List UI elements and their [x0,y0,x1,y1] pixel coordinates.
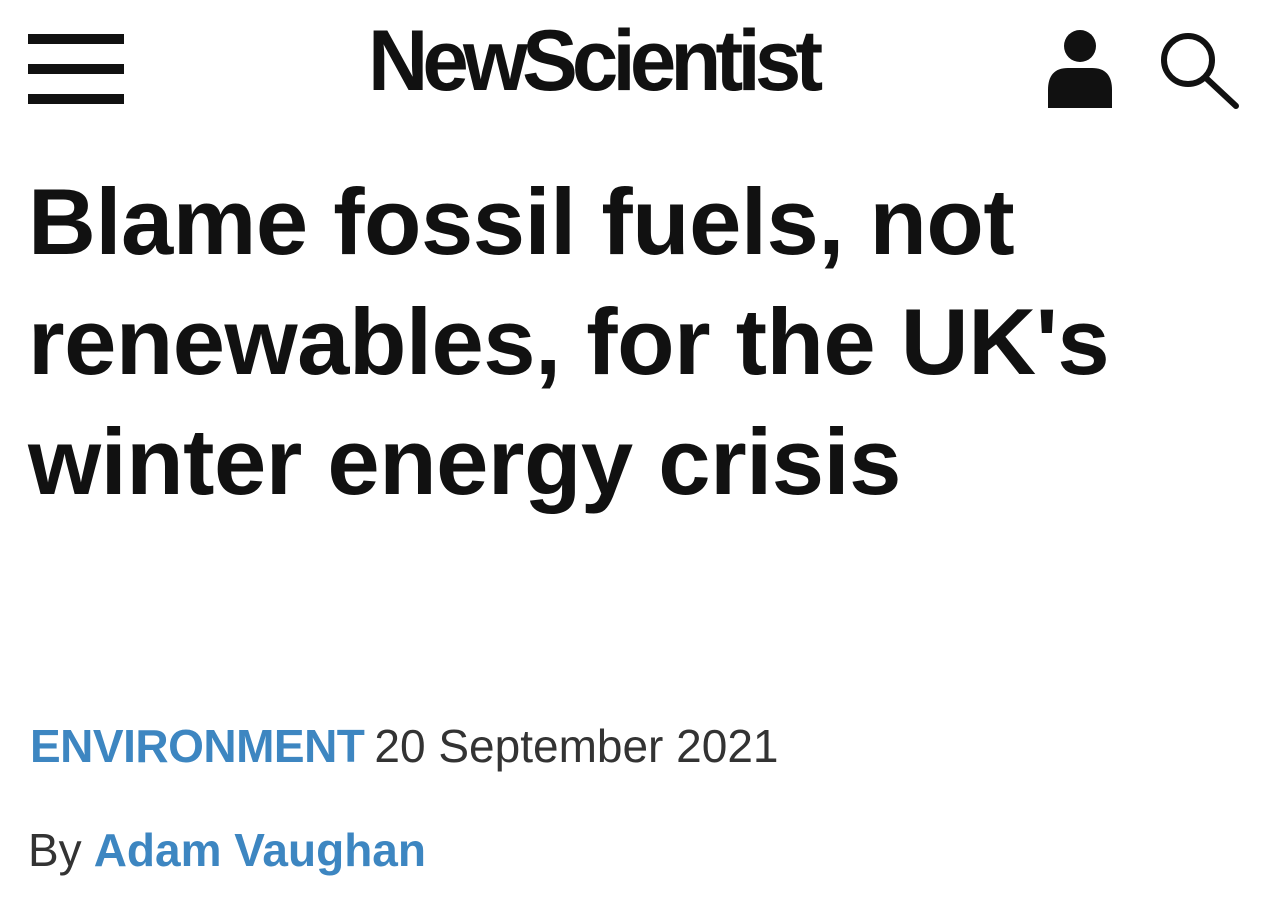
article-headline: Blame fossil fuels, not renewables, for … [28,169,1110,514]
byline: By Adam Vaughan [28,820,426,880]
publish-date: 20 September 2021 [374,720,779,772]
site-header: NewScientist [0,0,1262,150]
search-icon[interactable] [1156,30,1242,110]
author-link[interactable]: Adam Vaughan [93,824,426,876]
menu-bar [28,64,124,74]
byline-prefix: By [28,824,82,876]
hamburger-menu-icon[interactable] [28,34,124,104]
menu-bar [28,94,124,104]
category-link[interactable]: ENVIRONMENT [30,720,365,772]
user-account-icon[interactable] [1044,28,1116,110]
menu-bar [28,34,124,44]
search-icon-graphic [1161,33,1239,109]
article-meta: ENVIRONMENT 20 September 2021 [30,716,778,776]
site-logo[interactable]: NewScientist [368,13,823,109]
article-header: Blame fossil fuels, not renewables, for … [28,162,1238,522]
user-account-icon-graphic [1048,30,1112,108]
